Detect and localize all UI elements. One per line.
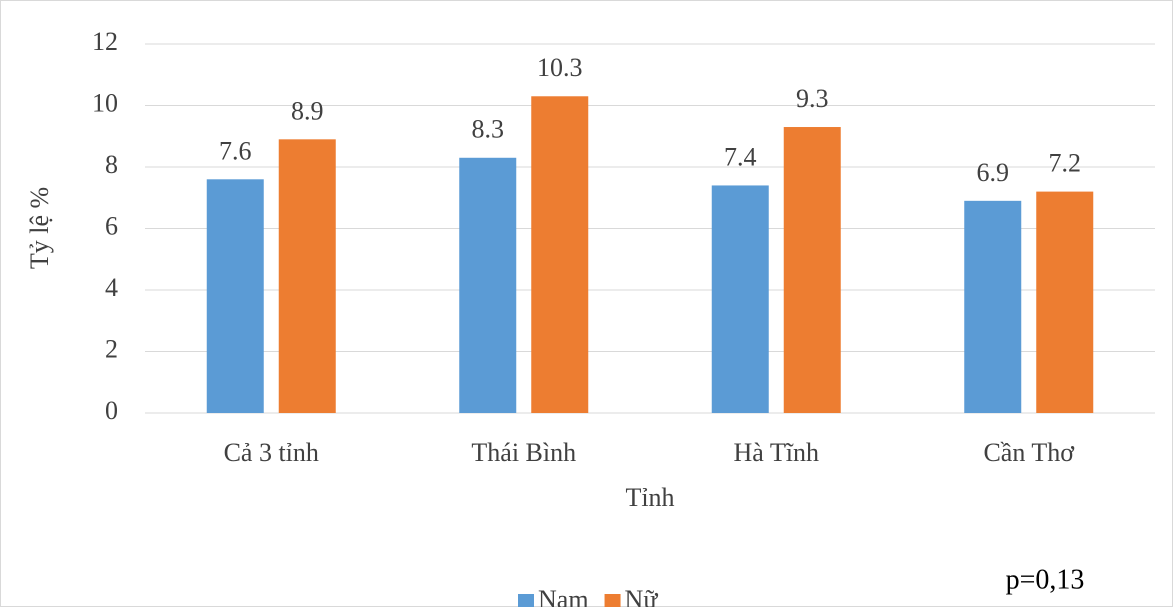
legend-swatch [518, 594, 534, 607]
y-tick-label: 8 [105, 150, 118, 179]
legend-label: Nữ [625, 585, 659, 607]
bar [783, 127, 841, 414]
annotation: p=0,13 [1006, 564, 1085, 595]
y-tick-label: 2 [105, 334, 118, 363]
bar [964, 200, 1022, 413]
data-label: 7.6 [219, 136, 252, 165]
data-label: 9.3 [796, 84, 829, 113]
bar [459, 157, 517, 413]
data-label: 7.4 [724, 142, 757, 171]
data-label: 7.2 [1049, 149, 1082, 178]
bar [206, 179, 264, 413]
bar [531, 96, 589, 414]
bar [278, 139, 336, 413]
data-label: 6.9 [977, 158, 1010, 187]
y-tick-label: 6 [105, 211, 118, 240]
y-axis-title: Tỷ lệ % [25, 187, 54, 269]
x-tick-label: Thái Bình [471, 438, 576, 467]
data-label: 10.3 [537, 53, 583, 82]
y-tick-label: 0 [105, 396, 118, 425]
x-tick-label: Hà Tĩnh [734, 438, 819, 467]
x-tick-label: Cả 3 tỉnh [224, 438, 319, 467]
bar [711, 185, 769, 413]
bar [1036, 191, 1094, 413]
legend-label: Nam [538, 585, 589, 607]
y-tick-label: 12 [92, 27, 118, 56]
data-label: 8.3 [472, 115, 505, 144]
data-label: 8.9 [291, 96, 324, 125]
y-tick-label: 10 [92, 88, 118, 117]
x-axis-title: Tỉnh [625, 483, 674, 512]
x-tick-label: Cần Thơ [983, 438, 1075, 467]
y-tick-label: 4 [105, 273, 118, 302]
legend-swatch [604, 594, 621, 607]
